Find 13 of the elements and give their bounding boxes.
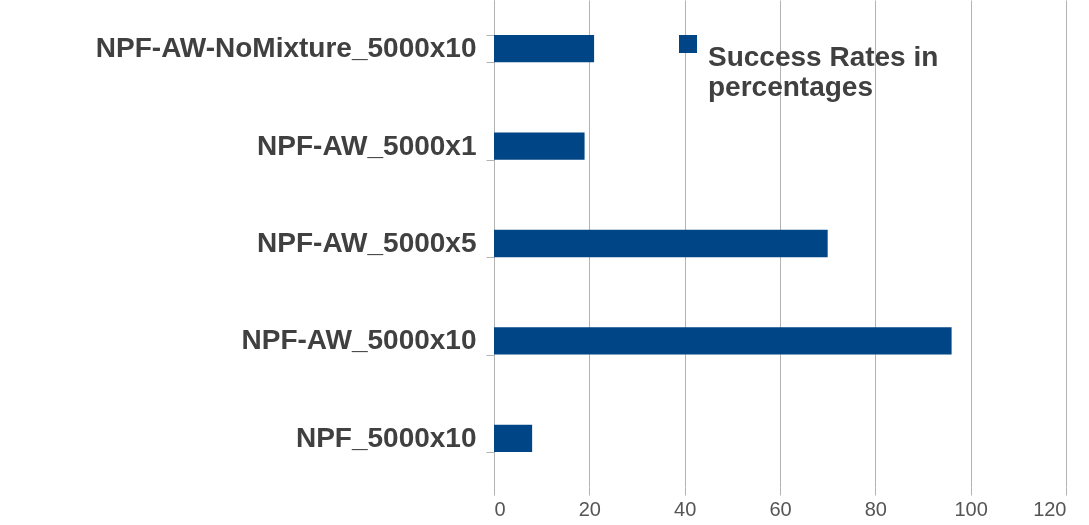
x-tick-label: 40 xyxy=(674,497,697,520)
x-tick-label: 120 xyxy=(1033,497,1067,520)
y-tick-label: NPF-AW_5000x5 xyxy=(257,227,477,258)
x-tick-label: 100 xyxy=(954,497,988,520)
x-tick-label: 20 xyxy=(578,497,601,520)
y-tick-label: NPF-AW_5000x10 xyxy=(241,324,477,356)
x-tick-label: 0 xyxy=(494,497,506,520)
y-tick-label: NPF-AW-NoMixture_5000x10 xyxy=(95,32,477,64)
y-tick-label: NPF-AW_5000x1 xyxy=(257,129,477,161)
x-tick-label: 60 xyxy=(769,497,792,520)
legend-label: Success Rates in percentages xyxy=(708,41,939,102)
y-tick-label: NPF_5000x10 xyxy=(295,421,477,453)
x-tick-label: 80 xyxy=(864,497,887,520)
